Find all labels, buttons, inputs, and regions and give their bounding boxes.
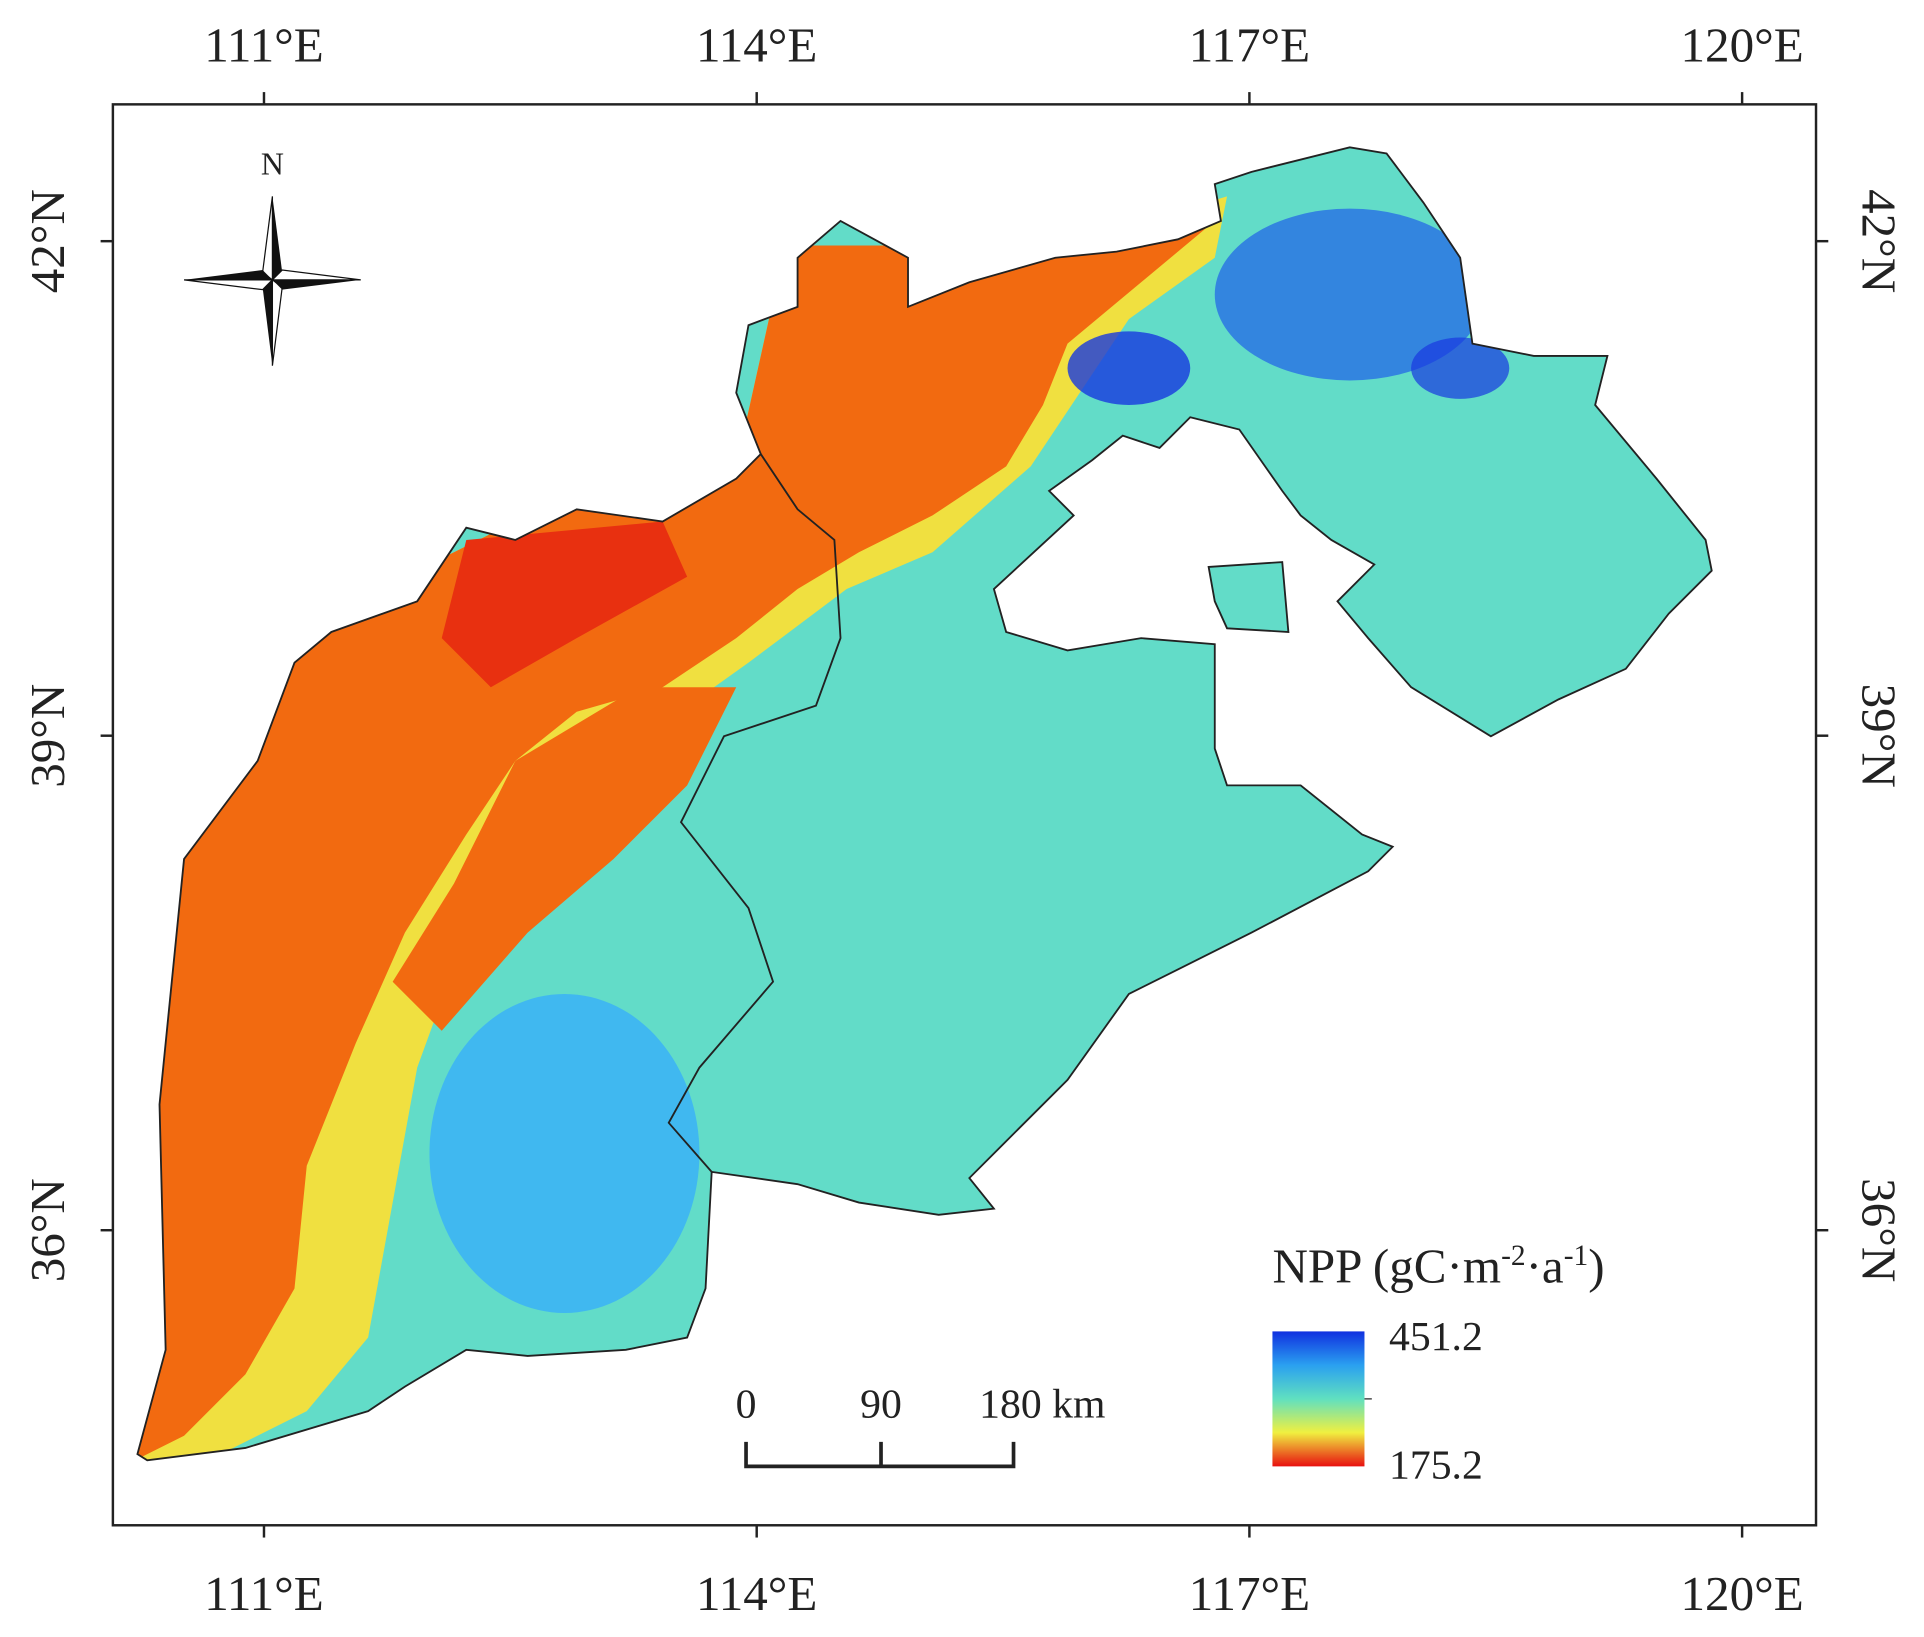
scale-label: 90 [860, 1381, 902, 1427]
x-tick-label: 111°E [204, 1566, 324, 1621]
npp-blue-ne [1214, 208, 1485, 381]
scale-bar: 0 90 180 km [736, 1381, 1105, 1469]
x-tick-label: 111°E [204, 17, 324, 72]
npp-blue-ne3 [1411, 337, 1510, 399]
legend-max: 451.2 [1389, 1314, 1483, 1360]
y-tick-label: 36°N [1852, 1178, 1907, 1282]
npp-raster [137, 147, 1712, 1461]
legend-title-part: NPP (gC·m [1272, 1238, 1501, 1293]
scale-label: 0 [736, 1381, 757, 1427]
x-tick-label: 120°E [1680, 17, 1803, 72]
x-tick-label: 114°E [696, 17, 817, 72]
npp-blue-south [429, 993, 700, 1313]
map-frame [111, 103, 1818, 1527]
legend-title: NPP (gC·m-2·a-1) [1272, 1238, 1604, 1293]
x-tick-label: 117°E [1189, 17, 1310, 72]
npp-orange [137, 220, 1215, 1461]
x-tick-label: 120°E [1680, 1566, 1803, 1621]
north-label: N [261, 146, 284, 181]
legend-min: 175.2 [1389, 1443, 1483, 1489]
y-tick-label: 42°N [1852, 189, 1907, 293]
x-tick-label: 117°E [1189, 1566, 1310, 1621]
legend-title-sup: -1 [1564, 1240, 1589, 1272]
north-arrow: N [183, 146, 361, 366]
legend-title-sup: -2 [1501, 1240, 1526, 1272]
npp-orange-band [392, 687, 737, 1031]
npp-red [441, 521, 688, 688]
tianjin-patch [1207, 561, 1290, 633]
x-tick-label: 114°E [696, 1566, 817, 1621]
legend: NPP (gC·m-2·a-1) 451.2 175.2 [1272, 1238, 1605, 1489]
y-tick-label: 42°N [20, 189, 75, 293]
scale-label: 180 km [979, 1381, 1105, 1427]
y-tick-label: 36°N [20, 1178, 75, 1282]
scale-bar-line [744, 1441, 1016, 1469]
npp-yellow [137, 196, 1228, 1461]
npp-blue-ne2 [1067, 331, 1191, 405]
legend-colorbar [1272, 1331, 1365, 1467]
province-boundary [667, 453, 842, 1173]
y-tick-label: 39°N [1852, 684, 1907, 788]
y-tick-label: 39°N [20, 684, 75, 788]
legend-title-part: ) [1588, 1238, 1604, 1293]
legend-title-part: ·a [1526, 1238, 1564, 1293]
